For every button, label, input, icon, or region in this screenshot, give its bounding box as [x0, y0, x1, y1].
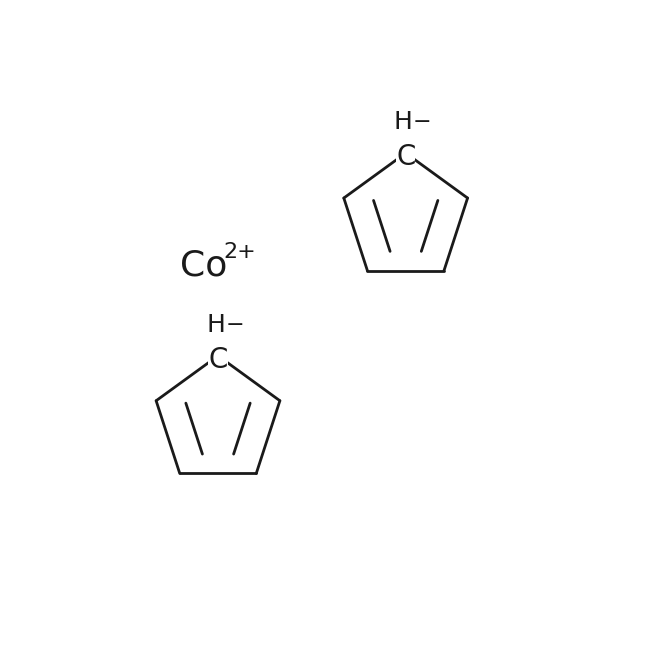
Text: H: H — [206, 313, 225, 337]
Text: Co: Co — [181, 249, 228, 283]
Text: C: C — [208, 346, 227, 374]
Text: C: C — [396, 143, 415, 171]
Text: −: − — [413, 112, 432, 132]
Text: H: H — [394, 110, 413, 134]
Text: 2+: 2+ — [223, 242, 255, 262]
Text: −: − — [225, 315, 244, 335]
